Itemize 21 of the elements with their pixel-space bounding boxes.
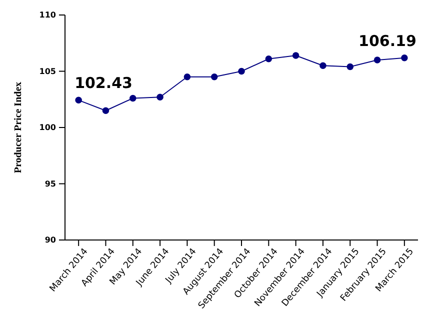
point bbox=[346, 63, 354, 70]
point bbox=[210, 73, 218, 80]
point bbox=[238, 68, 245, 75]
point bbox=[184, 73, 191, 80]
point bbox=[292, 52, 300, 59]
point bbox=[130, 94, 136, 102]
y-tick-label: 95 bbox=[44, 179, 56, 188]
annotation: 102.43 bbox=[74, 74, 132, 92]
y-tick-label: 90 bbox=[44, 236, 56, 245]
y-axis-title: Producer Price Index bbox=[13, 82, 24, 174]
point bbox=[265, 55, 272, 62]
point bbox=[320, 62, 326, 70]
point bbox=[374, 56, 381, 64]
y-tick-label: 110 bbox=[39, 10, 56, 20]
point bbox=[102, 107, 110, 114]
annotation: 106.19 bbox=[358, 32, 416, 50]
y-tick-label: 105 bbox=[39, 66, 56, 76]
point bbox=[156, 94, 164, 101]
y-tick-label: 100 bbox=[39, 123, 56, 132]
point bbox=[75, 96, 82, 104]
point bbox=[401, 54, 408, 62]
